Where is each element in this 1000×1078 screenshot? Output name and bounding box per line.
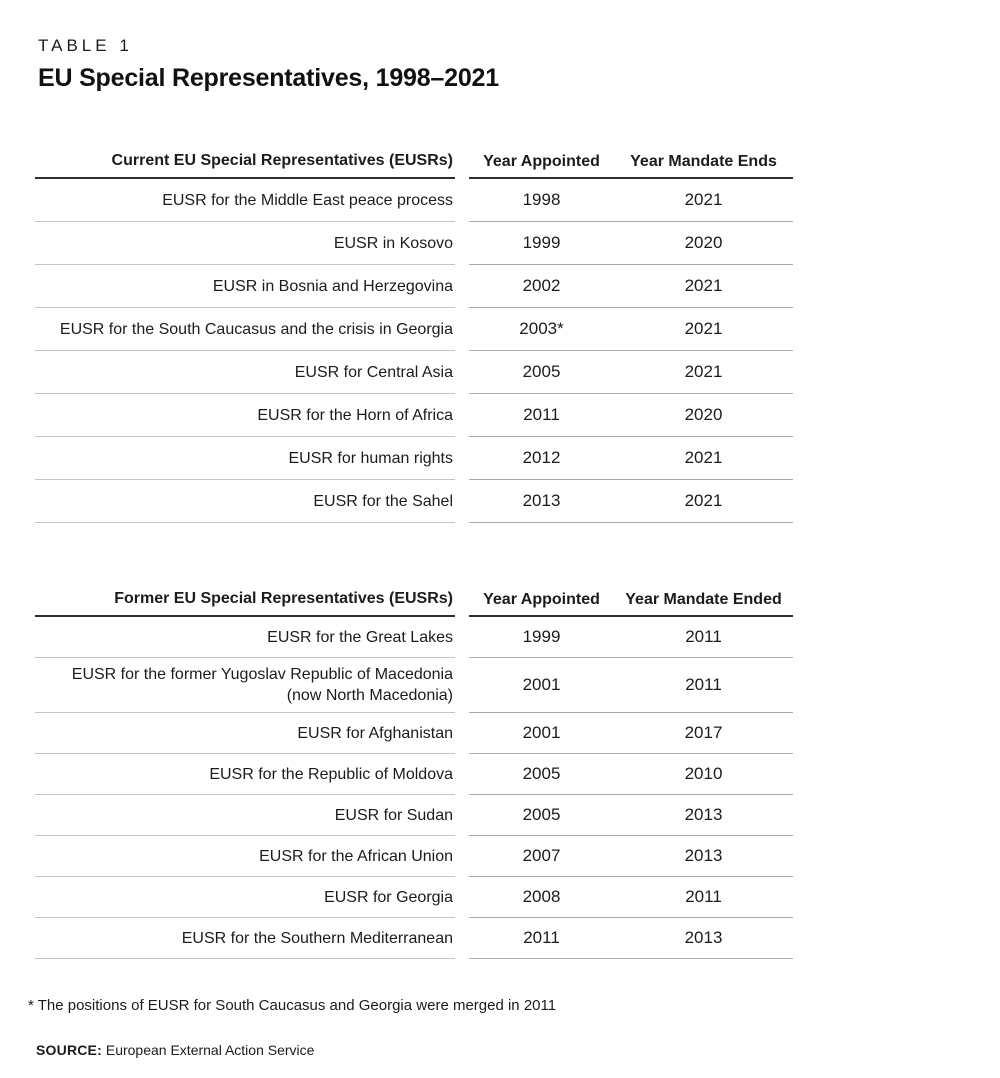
- header-current-name: Current EU Special Representatives (EUSR…: [35, 147, 455, 179]
- table-row: EUSR for the South Caucasus and the cris…: [35, 308, 793, 351]
- header-years-group: Year Appointed Year Mandate Ended: [469, 585, 793, 617]
- year-mandate-ended-value: 2013: [684, 846, 723, 865]
- table-header-row: Current EU Special Representatives (EUSR…: [35, 147, 793, 179]
- table-row: EUSR for the Southern Mediterranean 2011…: [35, 918, 793, 959]
- row-name: EUSR for Sudan: [35, 795, 455, 836]
- table-row: EUSR for the former Yugoslav Republic of…: [35, 658, 793, 713]
- row-name: EUSR for Afghanistan: [35, 713, 455, 754]
- year-mandate-ended-value: 2011: [685, 627, 722, 646]
- year-appointed-value: 2002: [522, 276, 561, 295]
- header-year-mandate-ended: Year Mandate Ended: [625, 591, 782, 608]
- year-appointed-value: 2008: [522, 887, 561, 906]
- year-mandate-ended-value: 2013: [684, 928, 723, 947]
- row-name: EUSR for the Horn of Africa: [35, 394, 455, 437]
- row-name: EUSR for the Sahel: [35, 480, 455, 523]
- row-name: EUSR for Central Asia: [35, 351, 455, 394]
- year-mandate-ends-value: 2020: [684, 405, 723, 424]
- table-row: EUSR for the Horn of Africa 2011 2020: [35, 394, 793, 437]
- year-appointed-value: 2001: [522, 723, 561, 742]
- table-row: EUSR for the African Union 2007 2013: [35, 836, 793, 877]
- row-name: EUSR for the Great Lakes: [35, 617, 455, 658]
- year-appointed-value: 1999: [522, 233, 561, 252]
- header-former-name: Former EU Special Representatives (EUSRs…: [35, 585, 455, 617]
- year-mandate-ended-value: 2013: [684, 805, 723, 824]
- year-appointed-value: 2011: [523, 405, 560, 424]
- source-line: SOURCE: European External Action Service: [36, 1042, 1000, 1058]
- table-row: EUSR for the Republic of Moldova 2005 20…: [35, 754, 793, 795]
- table-row: EUSR for Sudan 2005 2013: [35, 795, 793, 836]
- year-mandate-ends-value: 2021: [684, 276, 723, 295]
- year-appointed-value: 2013: [522, 491, 561, 510]
- year-mandate-ends-value: 2021: [684, 319, 723, 338]
- year-mandate-ended-value: 2010: [684, 764, 723, 783]
- table-row: EUSR for the Sahel 2013 2021: [35, 480, 793, 523]
- footnote: * The positions of EUSR for South Caucas…: [28, 997, 557, 1014]
- source-label: SOURCE:: [36, 1042, 102, 1058]
- year-mandate-ends-value: 2021: [684, 448, 723, 467]
- year-mandate-ended-value: 2011: [685, 675, 722, 694]
- row-name: EUSR for the Republic of Moldova: [35, 754, 455, 795]
- source-text: European External Action Service: [105, 1042, 315, 1058]
- table-number-label: TABLE 1: [38, 36, 133, 55]
- header-year-appointed: Year Appointed: [483, 153, 600, 170]
- row-name: EUSR in Bosnia and Herzegovina: [35, 265, 455, 308]
- year-appointed-value: 2005: [522, 362, 561, 381]
- table-row: EUSR in Kosovo 1999 2020: [35, 222, 793, 265]
- table-row: EUSR for Afghanistan 2001 2017: [35, 713, 793, 754]
- year-appointed-value: 2005: [522, 764, 561, 783]
- year-mandate-ends-value: 2020: [684, 233, 723, 252]
- page-title: EU Special Representatives, 1998–2021: [38, 64, 499, 92]
- year-appointed-value: 2012: [522, 448, 561, 467]
- year-mandate-ends-value: 2021: [684, 362, 723, 381]
- header-year-appointed: Year Appointed: [483, 591, 600, 608]
- year-mandate-ends-value: 2021: [684, 190, 723, 209]
- year-appointed-value: 2001: [522, 675, 561, 694]
- year-mandate-ended-value: 2017: [684, 723, 723, 742]
- year-appointed-value: 1999: [522, 627, 561, 646]
- year-appointed-value: 2003*: [519, 319, 564, 338]
- row-name: EUSR for the African Union: [35, 836, 455, 877]
- year-appointed-value: 2011: [523, 928, 560, 947]
- row-name: EUSR for the Middle East peace process: [35, 179, 455, 222]
- row-name: EUSR in Kosovo: [35, 222, 455, 265]
- year-appointed-value: 1998: [522, 190, 561, 209]
- header-year-mandate-ends: Year Mandate Ends: [630, 153, 777, 170]
- header-years-group: Year Appointed Year Mandate Ends: [469, 147, 793, 179]
- table-row: EUSR for Central Asia 2005 2021: [35, 351, 793, 394]
- current-eusr-table: Current EU Special Representatives (EUSR…: [35, 147, 793, 523]
- table-row: EUSR for human rights 2012 2021: [35, 437, 793, 480]
- year-appointed-value: 2005: [522, 805, 561, 824]
- row-name: EUSR for the South Caucasus and the cris…: [35, 308, 455, 351]
- row-name: EUSR for human rights: [35, 437, 455, 480]
- row-name: EUSR for the former Yugoslav Republic of…: [35, 658, 455, 713]
- table-row: EUSR for the Middle East peace process 1…: [35, 179, 793, 222]
- year-appointed-value: 2007: [522, 846, 561, 865]
- table-row: EUSR for the Great Lakes 1999 2011: [35, 617, 793, 658]
- table-row: EUSR in Bosnia and Herzegovina 2002 2021: [35, 265, 793, 308]
- former-eusr-table: Former EU Special Representatives (EUSRs…: [35, 585, 793, 959]
- table-header-row: Former EU Special Representatives (EUSRs…: [35, 585, 793, 617]
- row-name: EUSR for the Southern Mediterranean: [35, 918, 455, 959]
- year-mandate-ends-value: 2021: [684, 491, 723, 510]
- year-mandate-ended-value: 2011: [685, 887, 722, 906]
- table-row: EUSR for Georgia 2008 2011: [35, 877, 793, 918]
- row-name: EUSR for Georgia: [35, 877, 455, 918]
